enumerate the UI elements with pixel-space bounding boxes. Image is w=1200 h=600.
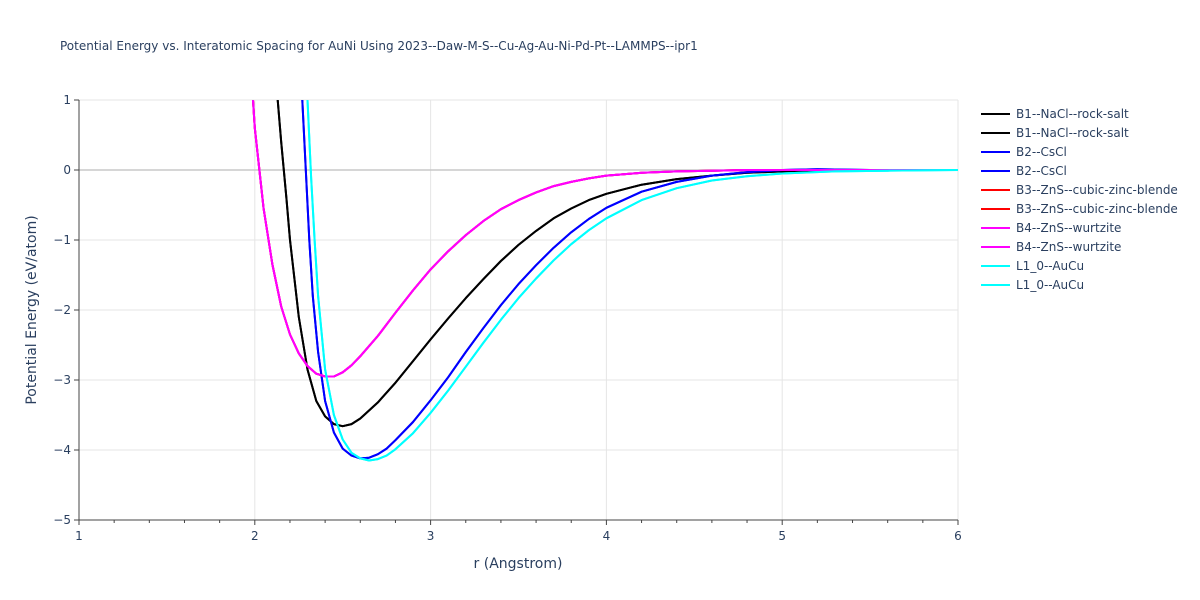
series-lines bbox=[252, 100, 958, 462]
legend-item[interactable]: B1--NaCl--rock-salt bbox=[981, 126, 1129, 140]
y-tick-label: −1 bbox=[53, 233, 71, 247]
legend-item[interactable]: B3--ZnS--cubic-zinc-blende bbox=[981, 183, 1178, 197]
x-tick-label: 5 bbox=[778, 529, 786, 543]
legend-item[interactable]: B4--ZnS--wurtzite bbox=[981, 221, 1121, 235]
y-tick-label: −5 bbox=[53, 513, 71, 527]
x-tick-label: 2 bbox=[251, 529, 259, 543]
legend-label: L1_0--AuCu bbox=[1016, 259, 1084, 273]
legend-label: B1--NaCl--rock-salt bbox=[1016, 126, 1129, 140]
series-line-9 bbox=[306, 100, 958, 462]
legend[interactable]: B1--NaCl--rock-salt B1--NaCl--rock-salt B2… bbox=[981, 107, 1178, 292]
y-tick-label: −4 bbox=[53, 443, 71, 457]
legend-label: B4--ZnS--wurtzite bbox=[1016, 221, 1121, 235]
legend-label: B1--NaCl--rock-salt bbox=[1016, 107, 1129, 121]
legend-label: B4--ZnS--wurtzite bbox=[1016, 240, 1121, 254]
y-tick-label: 0 bbox=[63, 163, 71, 177]
ticks: 1 2 3 4 5 6 1 0 −1 −2 −3 −4 −5 bbox=[53, 93, 962, 543]
legend-item[interactable]: L1_0--AuCu bbox=[981, 278, 1084, 292]
legend-item[interactable]: L1_0--AuCu bbox=[981, 259, 1084, 273]
x-axis-title: r (Angstrom) bbox=[474, 556, 563, 572]
legend-label: B2--CsCl bbox=[1016, 145, 1067, 159]
series-line-3 bbox=[301, 100, 958, 460]
legend-item[interactable]: B2--CsCl bbox=[981, 145, 1067, 159]
legend-label: L1_0--AuCu bbox=[1016, 278, 1084, 292]
y-tick-label: −2 bbox=[53, 303, 71, 317]
series-line-7 bbox=[252, 100, 958, 378]
y-tick-label: −3 bbox=[53, 373, 71, 387]
legend-item[interactable]: B2--CsCl bbox=[981, 164, 1067, 178]
legend-item[interactable]: B1--NaCl--rock-salt bbox=[981, 107, 1129, 121]
y-axis-title: Potential Energy (eV/atom) bbox=[24, 215, 40, 404]
legend-item[interactable]: B3--ZnS--cubic-zinc-blende bbox=[981, 202, 1178, 216]
y-tick-label: 1 bbox=[63, 93, 71, 107]
x-tick-label: 4 bbox=[603, 529, 611, 543]
x-tick-label: 6 bbox=[954, 529, 962, 543]
series-line-1 bbox=[276, 100, 958, 428]
chart-title: Potential Energy vs. Interatomic Spacing… bbox=[60, 39, 698, 53]
legend-label: B2--CsCl bbox=[1016, 164, 1067, 178]
x-tick-label: 1 bbox=[75, 529, 83, 543]
x-tick-label: 3 bbox=[427, 529, 435, 543]
legend-item[interactable]: B4--ZnS--wurtzite bbox=[981, 240, 1121, 254]
grid bbox=[79, 99, 959, 520]
legend-label: B3--ZnS--cubic-zinc-blende bbox=[1016, 202, 1178, 216]
legend-label: B3--ZnS--cubic-zinc-blende bbox=[1016, 183, 1178, 197]
